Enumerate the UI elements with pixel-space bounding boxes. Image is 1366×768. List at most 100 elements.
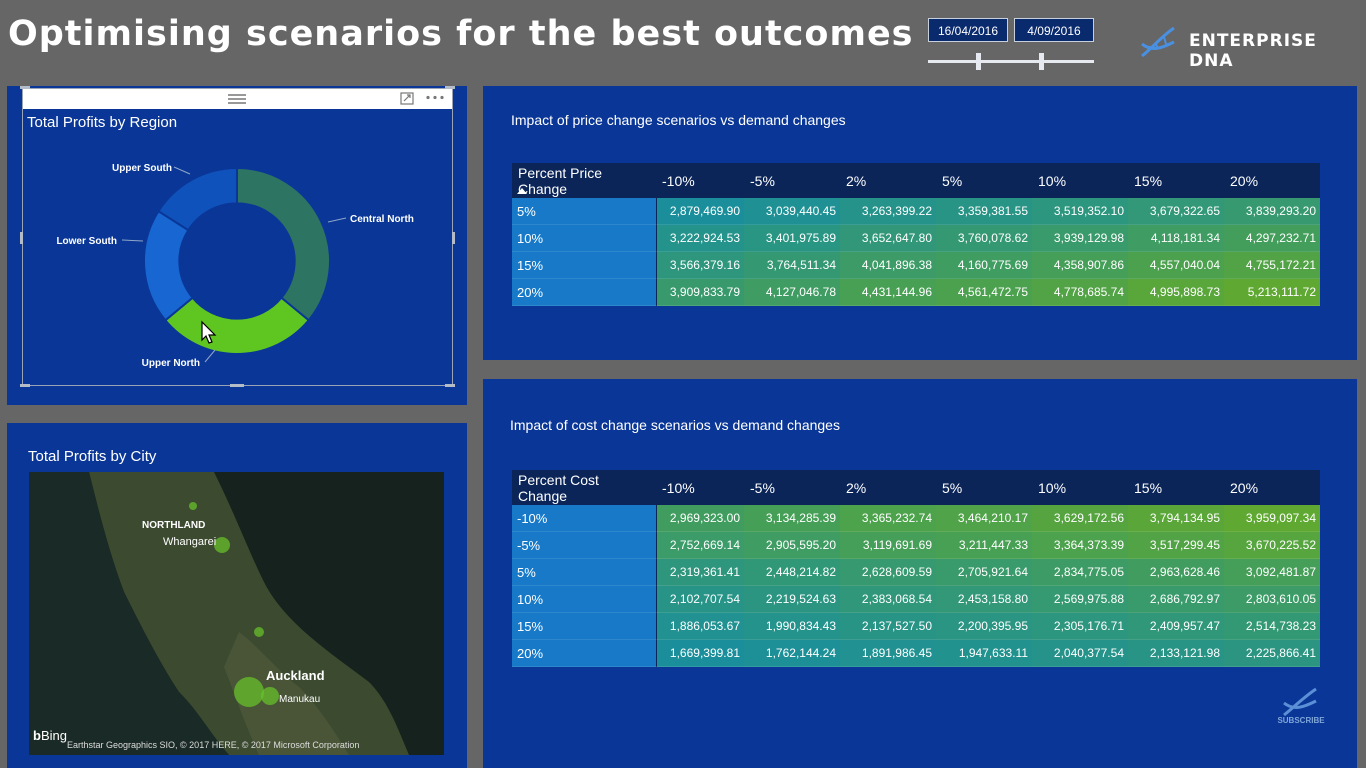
table-cell[interactable]: 3,119,691.69 — [840, 531, 936, 559]
table-cell[interactable]: 3,794,134.95 — [1128, 505, 1224, 532]
subscribe-label[interactable]: SUBSCRIBE — [1277, 716, 1325, 725]
visual-header-bar[interactable] — [22, 88, 453, 109]
table-cell[interactable]: 2,963,628.46 — [1128, 558, 1224, 586]
table-cell[interactable]: 2,219,524.63 — [744, 585, 840, 613]
row-label[interactable]: 20% — [512, 639, 657, 667]
focus-mode-icon[interactable] — [400, 92, 414, 105]
column-header[interactable]: 5% — [936, 163, 1032, 198]
table-cell[interactable]: 2,686,792.97 — [1128, 585, 1224, 613]
column-header[interactable]: 20% — [1224, 163, 1320, 198]
table-row[interactable]: 10% 3,222,924.53 3,401,975.89 3,652,647.80 3… — [512, 224, 1320, 252]
table-cell[interactable]: 4,160,775.69 — [936, 251, 1032, 279]
donut-slice-upper-north[interactable] — [163, 296, 311, 355]
table-cell[interactable]: 4,431,144.96 — [840, 278, 936, 306]
table-cell[interactable]: 4,561,472.75 — [936, 278, 1032, 306]
table-cell[interactable]: 3,365,232.74 — [840, 505, 936, 532]
column-header[interactable]: 2% — [840, 470, 936, 505]
table-cell[interactable]: 3,364,373.39 — [1032, 531, 1128, 559]
table-cell[interactable]: 2,102,707.54 — [656, 585, 744, 613]
table-cell[interactable]: 3,039,440.45 — [744, 198, 840, 225]
row-label[interactable]: -10% — [512, 505, 657, 532]
table-cell[interactable]: 2,409,957.47 — [1128, 612, 1224, 640]
column-header[interactable]: 20% — [1224, 470, 1320, 505]
resize-handle[interactable] — [20, 86, 30, 89]
table-row[interactable]: 5% 2,319,361.41 2,448,214.82 2,628,609.59 2,… — [512, 558, 1320, 586]
column-header[interactable]: 10% — [1032, 163, 1128, 198]
table-cell[interactable]: 2,200,395.95 — [936, 612, 1032, 640]
table-cell[interactable]: 3,760,078.62 — [936, 224, 1032, 252]
more-options-icon[interactable] — [426, 95, 444, 100]
table-cell[interactable]: 2,448,214.82 — [744, 558, 840, 586]
table-cell[interactable]: 3,679,322.65 — [1128, 198, 1224, 225]
resize-handle[interactable] — [445, 384, 455, 387]
table-cell[interactable]: 4,755,172.21 — [1224, 251, 1320, 279]
table-cell[interactable]: 4,995,898.73 — [1128, 278, 1224, 306]
city-bubble[interactable] — [254, 627, 264, 637]
table-cell[interactable]: 2,040,377.54 — [1032, 639, 1128, 667]
table-cell[interactable]: 3,670,225.52 — [1224, 531, 1320, 559]
table-cell[interactable]: 2,383,068.54 — [840, 585, 936, 613]
city-bubble[interactable] — [214, 537, 230, 553]
table-cell[interactable]: 2,879,469.90 — [656, 198, 744, 225]
table-row[interactable]: 20% 3,909,833.79 4,127,046.78 4,431,144.96 4… — [512, 278, 1320, 306]
table-cell[interactable]: 2,569,975.88 — [1032, 585, 1128, 613]
table-cell[interactable]: 3,359,381.55 — [936, 198, 1032, 225]
table-cell[interactable]: 4,778,685.74 — [1032, 278, 1128, 306]
table-cell[interactable]: 3,939,129.98 — [1032, 224, 1128, 252]
table-cell[interactable]: 1,669,399.81 — [656, 639, 744, 667]
drag-handle-icon[interactable] — [228, 93, 246, 104]
column-header[interactable]: -5% — [744, 470, 840, 505]
table-cell[interactable]: 2,319,361.41 — [656, 558, 744, 586]
table-cell[interactable]: 2,834,775.05 — [1032, 558, 1128, 586]
row-label[interactable]: 15% — [512, 612, 657, 640]
table-cell[interactable]: 3,652,647.80 — [840, 224, 936, 252]
table-cell[interactable]: 2,225,866.41 — [1224, 639, 1320, 667]
table-cell[interactable]: 1,762,144.24 — [744, 639, 840, 667]
subscribe-logo-icon[interactable] — [1272, 678, 1330, 728]
table-cell[interactable]: 2,137,527.50 — [840, 612, 936, 640]
table-row[interactable]: 20% 1,669,399.81 1,762,144.24 1,891,986.45 1… — [512, 639, 1320, 667]
donut-slice-central-north[interactable] — [236, 166, 331, 322]
table-row[interactable]: 15% 1,886,053.67 1,990,834.43 2,137,527.50 2… — [512, 612, 1320, 640]
table-cell[interactable]: 3,464,210.17 — [936, 505, 1032, 532]
table-cell[interactable]: 2,305,176.71 — [1032, 612, 1128, 640]
table-cell[interactable]: 3,401,975.89 — [744, 224, 840, 252]
table-cell[interactable]: 2,453,158.80 — [936, 585, 1032, 613]
city-map[interactable]: NORTHLAND Whangarei Auckland Manukau bBi… — [29, 472, 444, 755]
cost-matrix-table[interactable]: Percent Cost Change -10% -5% 2% 5% 10% 15% 20%… — [512, 470, 1320, 667]
date-range-slider[interactable] — [928, 60, 1094, 63]
table-cell[interactable]: 2,628,609.59 — [840, 558, 936, 586]
date-end-input[interactable]: 4/09/2016 — [1014, 18, 1094, 42]
column-header[interactable]: Percent Price Change — [512, 163, 656, 198]
table-cell[interactable]: 3,959,097.34 — [1224, 505, 1320, 532]
table-cell[interactable]: 3,263,399.22 — [840, 198, 936, 225]
table-cell[interactable]: 2,514,738.23 — [1224, 612, 1320, 640]
table-cell[interactable]: 4,358,907.86 — [1032, 251, 1128, 279]
table-cell[interactable]: 3,629,172.56 — [1032, 505, 1128, 532]
table-cell[interactable]: 4,557,040.04 — [1128, 251, 1224, 279]
table-cell[interactable]: 3,839,293.20 — [1224, 198, 1320, 225]
resize-handle[interactable] — [452, 232, 455, 244]
column-header[interactable]: 10% — [1032, 470, 1128, 505]
city-bubble[interactable] — [234, 677, 264, 707]
resize-handle[interactable] — [445, 86, 455, 89]
sort-ascending-icon[interactable] — [517, 188, 527, 194]
table-cell[interactable]: 3,517,299.45 — [1128, 531, 1224, 559]
row-label[interactable]: 5% — [512, 198, 657, 225]
table-cell[interactable]: 4,041,896.38 — [840, 251, 936, 279]
row-label[interactable]: 5% — [512, 558, 657, 586]
row-label[interactable]: 15% — [512, 251, 657, 279]
table-cell[interactable]: 2,803,610.05 — [1224, 585, 1320, 613]
table-cell[interactable]: 3,519,352.10 — [1032, 198, 1128, 225]
column-header[interactable]: Percent Cost Change — [512, 470, 656, 505]
table-cell[interactable]: 1,886,053.67 — [656, 612, 744, 640]
table-cell[interactable]: 2,969,323.00 — [656, 505, 744, 532]
date-start-input[interactable]: 16/04/2016 — [928, 18, 1008, 42]
column-header[interactable]: 2% — [840, 163, 936, 198]
table-cell[interactable]: 1,947,633.11 — [936, 639, 1032, 667]
resize-handle[interactable] — [20, 232, 23, 244]
table-cell[interactable]: 3,566,379.16 — [656, 251, 744, 279]
row-label[interactable]: -5% — [512, 531, 657, 559]
resize-handle[interactable] — [230, 384, 244, 387]
column-header[interactable]: 15% — [1128, 470, 1224, 505]
